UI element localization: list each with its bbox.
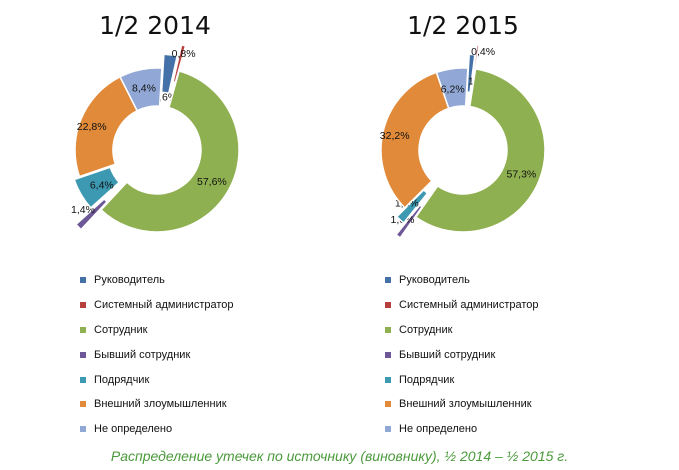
legend-item: Подрядчик [385,367,605,392]
legend-item: Руководитель [385,268,605,293]
legend-label: Внешний злоумышленник [94,398,227,411]
slice-3 [74,197,109,231]
legend-item: Внешний злоумышленник [385,392,605,417]
slice-0 [160,53,179,95]
slice-label: 8,4% [132,82,156,94]
legend-label: Не определено [399,423,478,436]
slice-label: 32,2% [380,130,410,142]
legend-swatch [80,401,86,408]
legend-swatch [80,326,86,333]
legend-label: Руководитель [94,274,165,287]
legend-swatch [385,376,391,383]
legend-swatch [385,426,391,433]
legend-item: Сотрудник [385,318,605,343]
slice-label: 0,8% [172,48,196,60]
slice-label: 22,8% [77,121,107,133]
legend-swatch [385,351,391,358]
slice-label: 6,4% [90,179,114,191]
legend-item: Внешний злоумышленник [80,392,300,417]
legend-item: Системный администратор [80,293,300,318]
slice-3 [395,204,424,239]
legend-label: Сотрудник [94,323,148,336]
legend-label: Бывший сотрудник [94,348,191,361]
slice-label: 57,6% [197,176,227,188]
slice-6 [119,67,163,112]
legend-swatch [385,401,391,408]
legend-label: Подрядчик [399,373,455,386]
legend-label: Бывший сотрудник [399,348,496,361]
legend-item: Сотрудник [80,318,300,343]
legend-swatch [385,302,391,309]
legend-label: Системный администратор [399,299,539,312]
slice-6 [435,67,469,110]
slice-2 [99,70,240,233]
slice-label: 0,4% [471,46,495,58]
slice-4 [73,166,121,209]
legend-item: Подрядчик [80,367,300,392]
legend-item: Не определено [385,417,605,442]
legend-item: Руководитель [80,268,300,293]
chart-title: 1/2 2014 [99,11,211,40]
legend-swatch [80,302,86,309]
chart-title: 1/2 2015 [407,11,519,40]
legend-swatch [385,277,391,284]
legend-2015: Руководитель Системный администратор Сотру… [385,268,605,442]
legend-label: Внешний злоумышленник [399,398,532,411]
slice-label: 6,2% [441,84,465,96]
legend-item: Не определено [80,417,300,442]
chart-caption: Распределение утечек по источнику (винов… [110,448,569,464]
legend-item: Бывший сотрудник [80,342,300,367]
legend-item: Системный администратор [385,293,605,318]
slice-2 [414,68,546,233]
legend-swatch [385,326,391,333]
legend-label: Руководитель [399,274,470,287]
legend-2014: Руководитель Системный администратор Сотру… [80,268,300,442]
donut-charts: 1/2 20142,6%0,8%57,6%1,4%6,4%22,8%8,4%1/… [71,11,546,239]
legend-swatch [80,376,86,383]
legend-swatch [80,426,86,433]
legend-swatch [80,277,86,284]
slice-5 [380,71,450,209]
legend-swatch [80,351,86,358]
slice-label: 57,3% [507,169,537,181]
legend-item: Бывший сотрудник [385,342,605,367]
legend-label: Подрядчик [94,373,150,386]
legend-label: Не определено [94,423,173,436]
legend-label: Системный администратор [94,299,234,312]
legend-label: Сотрудник [399,323,453,336]
